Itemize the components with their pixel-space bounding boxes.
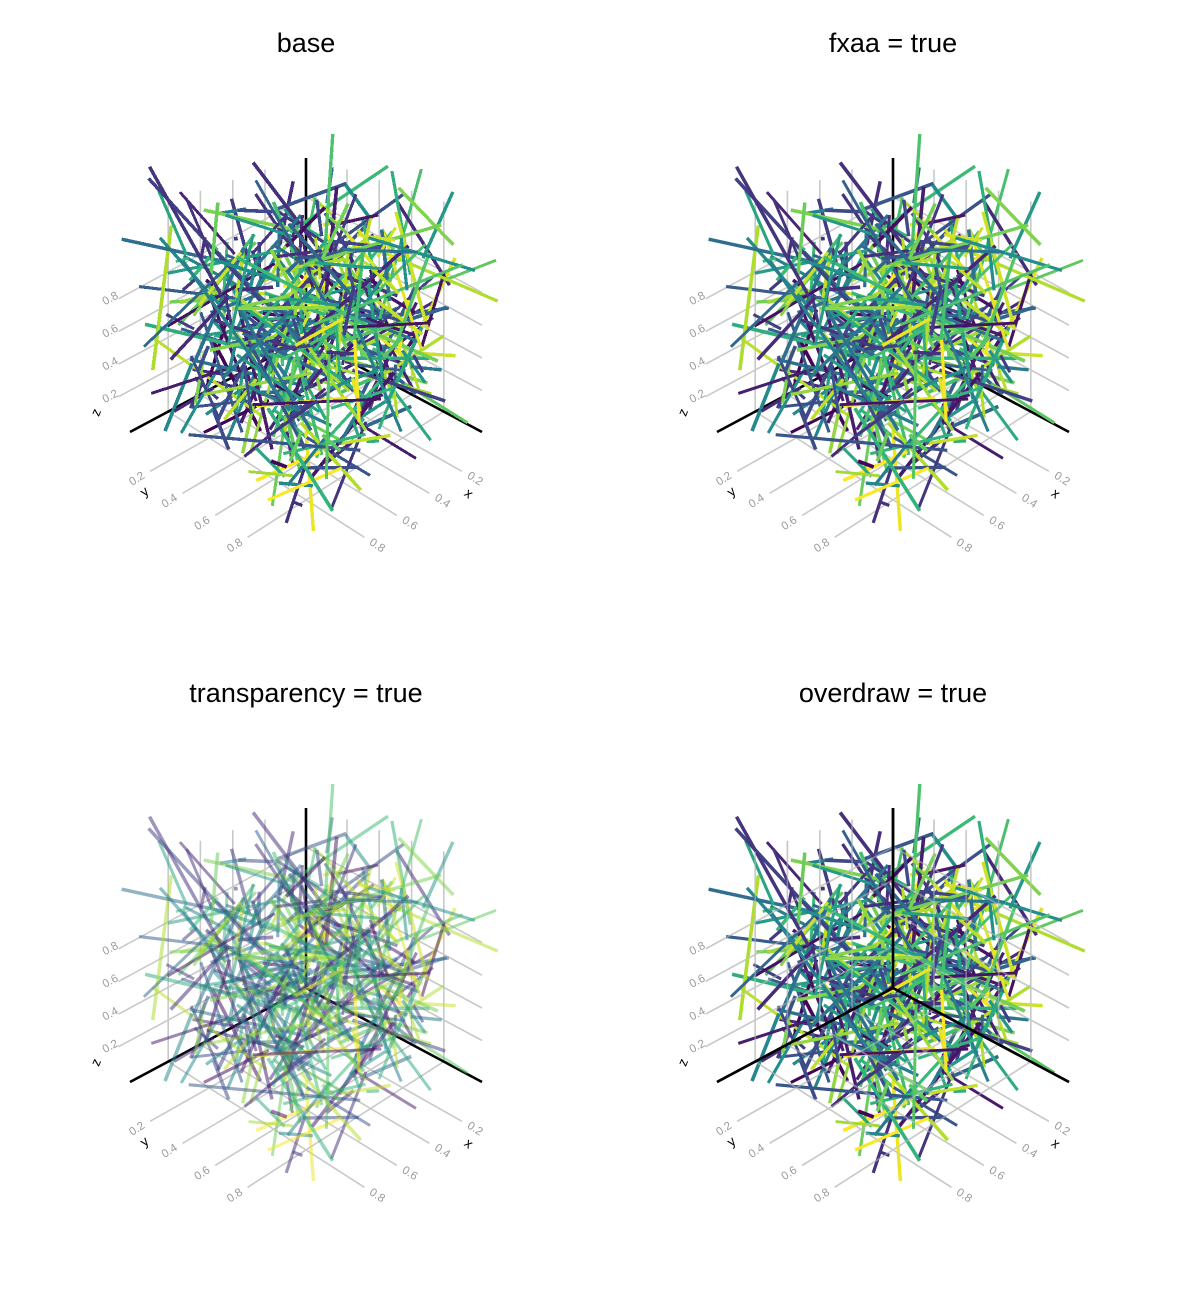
y-axis-letter: y	[724, 483, 739, 499]
y-tick-label: 0.6	[779, 1164, 799, 1183]
panel-title-fxaa: fxaa = true	[828, 28, 958, 58]
x-axis-letter: x	[461, 485, 476, 501]
z-tick-label: 0.4	[101, 1005, 121, 1023]
z-tick-label: 0.6	[101, 972, 121, 990]
z-tick-label: 0.8	[101, 290, 121, 308]
x-axis-letter: x	[461, 1135, 476, 1151]
x-tick-label: 0.8	[954, 1186, 974, 1205]
x-tick-label: 0.4	[432, 1142, 452, 1161]
y-tick-label: 0.6	[192, 1164, 212, 1183]
z-tick-label: 0.2	[688, 1038, 708, 1056]
x-tick-label: 0.2	[1052, 470, 1072, 489]
panel-canvas-transparency: 0.2 0.2 0.2 0.4 0.4 0.4 0.6 0.6 0.6 0.8 0.8 0.8 x y z	[88, 783, 499, 1205]
x-tick-label: 0.6	[400, 1164, 420, 1183]
y-tick-label: 0.2	[714, 470, 734, 489]
z-tick-label: 0.4	[688, 355, 708, 373]
panel-canvas-overdraw: 0.2 0.2 0.2 0.4 0.4 0.4 0.6 0.6 0.6 0.8 0.8 0.8 x y z	[675, 783, 1086, 1205]
y-tick-label: 0.8	[812, 1186, 832, 1205]
x-tick-label: 0.4	[1019, 1142, 1039, 1161]
y-tick-label: 0.8	[225, 1186, 245, 1205]
axis-spines	[716, 808, 1070, 1084]
z-axis-letter: z	[88, 406, 105, 418]
z-tick-label: 0.6	[688, 972, 708, 990]
x-axis-letter: x	[1048, 485, 1063, 501]
x-tick-label: 0.2	[1052, 1120, 1072, 1139]
axis-grid	[705, 819, 1070, 1188]
y-axis-letter: y	[724, 1133, 739, 1149]
panel-transparency: 0.2 0.2 0.2 0.4 0.4 0.4 0.6 0.6 0.6 0.8 0.8 0.8 x y z …	[0, 650, 600, 1300]
y-tick-label: 0.4	[160, 1142, 180, 1161]
panel-canvas-base: 0.2 0.2 0.2 0.4 0.4 0.4 0.6 0.6 0.6 0.8 0.8 0.8 x y z	[88, 133, 499, 555]
z-tick-label: 0.4	[101, 355, 121, 373]
y-tick-label: 0.8	[225, 536, 245, 555]
z-tick-label: 0.4	[688, 1005, 708, 1023]
segments-layer	[121, 133, 499, 532]
y-tick-label: 0.2	[127, 470, 147, 489]
y-axis-letter: y	[137, 483, 152, 499]
z-tick-label: 0.8	[688, 940, 708, 958]
panel-title-transparency: transparency = true	[189, 678, 423, 708]
panel-base: 0.2 0.2 0.2 0.4 0.4 0.4 0.6 0.6 0.6 0.8 0.8 0.8 x y z …	[0, 0, 600, 650]
y-tick-label: 0.6	[192, 514, 212, 533]
x-tick-label: 0.6	[987, 1164, 1007, 1183]
y-tick-label: 0.4	[160, 492, 180, 511]
x-tick-label: 0.2	[465, 470, 485, 489]
x-tick-label: 0.4	[1019, 492, 1039, 511]
z-tick-label: 0.6	[688, 322, 708, 340]
z-tick-label: 0.2	[101, 388, 121, 406]
x-tick-label: 0.8	[367, 536, 387, 555]
panel-title-overdraw: overdraw = true	[798, 678, 988, 708]
z-tick-label: 0.8	[101, 940, 121, 958]
z-tick-label: 0.2	[688, 388, 708, 406]
x-tick-label: 0.8	[954, 536, 974, 555]
x-axis-letter: x	[1048, 1135, 1063, 1151]
x-tick-label: 0.2	[465, 1120, 485, 1139]
panel-title-base: base	[276, 28, 336, 58]
panel-canvas-fxaa: 0.2 0.2 0.2 0.4 0.4 0.4 0.6 0.6 0.6 0.8 0.8 0.8 x y z	[675, 133, 1086, 555]
y-axis-letter: y	[137, 1133, 152, 1149]
y-tick-label: 0.8	[812, 536, 832, 555]
y-tick-label: 0.6	[779, 514, 799, 533]
y-tick-label: 0.2	[714, 1120, 734, 1139]
z-tick-label: 0.6	[101, 322, 121, 340]
x-tick-label: 0.6	[987, 514, 1007, 533]
z-tick-label: 0.2	[101, 1038, 121, 1056]
x-tick-label: 0.8	[367, 1186, 387, 1205]
segments-layer	[121, 783, 499, 1182]
y-tick-label: 0.4	[747, 492, 767, 511]
z-axis-letter: z	[675, 406, 692, 418]
segments-layer	[708, 133, 1086, 532]
z-tick-label: 0.8	[688, 290, 708, 308]
y-tick-label: 0.2	[127, 1120, 147, 1139]
z-axis-letter: z	[675, 1056, 692, 1068]
z-axis-letter: z	[88, 1056, 105, 1068]
x-tick-label: 0.4	[432, 492, 452, 511]
y-tick-label: 0.4	[747, 1142, 767, 1161]
x-tick-label: 0.6	[400, 514, 420, 533]
panel-overdraw: 0.2 0.2 0.2 0.4 0.4 0.4 0.6 0.6 0.6 0.8 0.8 0.8 x y z …	[600, 650, 1200, 1300]
panel-fxaa: 0.2 0.2 0.2 0.4 0.4 0.4 0.6 0.6 0.6 0.8 0.8 0.8 x y z …	[600, 0, 1200, 650]
